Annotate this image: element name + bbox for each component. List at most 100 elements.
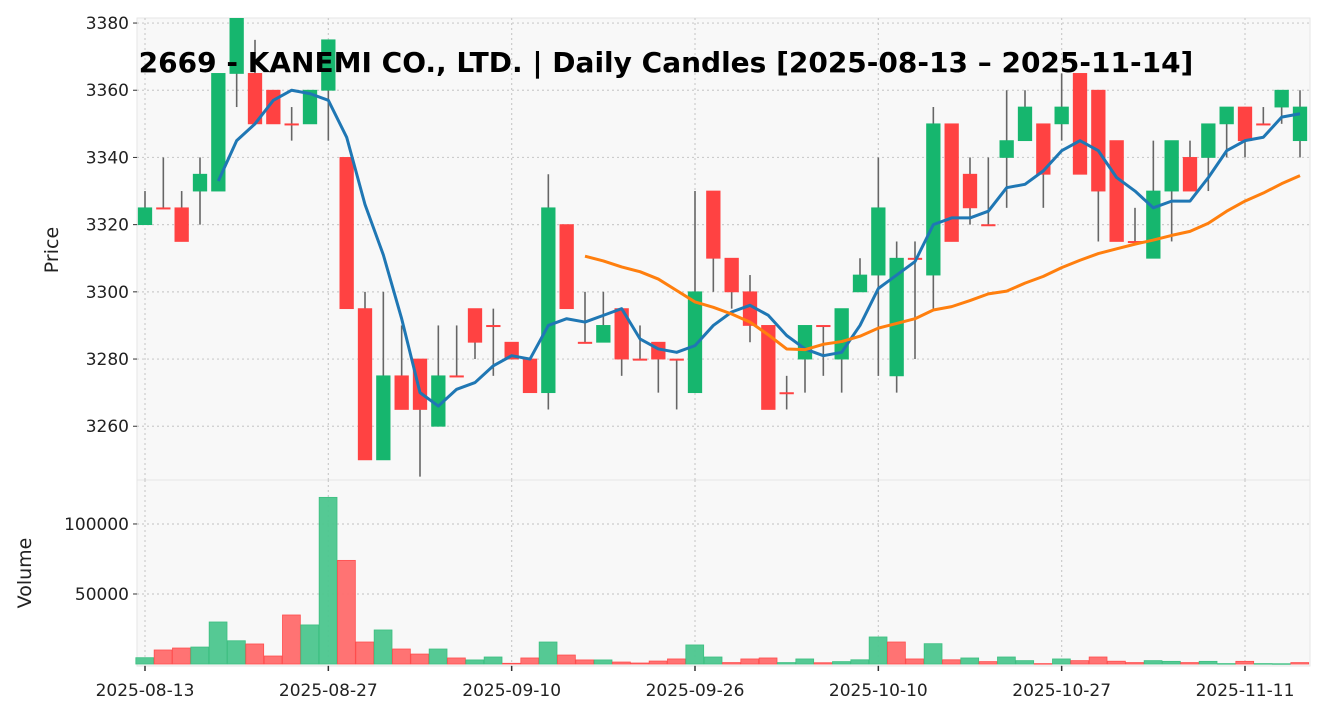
ma5-line xyxy=(216,88,1301,408)
volume-bar xyxy=(1180,662,1200,665)
volume-bar xyxy=(1033,663,1053,665)
volume-bar xyxy=(942,659,961,665)
candle-body xyxy=(394,375,409,410)
volume-bar xyxy=(1198,660,1218,665)
volume-bar xyxy=(263,655,283,665)
candle-body xyxy=(889,257,904,377)
volume-bar xyxy=(887,641,906,665)
axis-ticks: 3260 3280 3300 3320 3340 3360 3380 50000 100000 2… xyxy=(64,14,1294,701)
candle-body xyxy=(1182,157,1198,192)
candle-body xyxy=(999,140,1014,158)
candle-body xyxy=(1146,190,1161,259)
volume-bar xyxy=(208,621,228,665)
candle-body xyxy=(724,257,739,293)
candle-body xyxy=(357,308,373,461)
volume-bar xyxy=(1253,663,1273,665)
volume-bar xyxy=(337,559,356,665)
chart-title: 2669 - KANEMI CO., LTD. | Daily Candles … xyxy=(139,46,1194,79)
candle-body xyxy=(412,358,428,410)
volume-bar xyxy=(428,648,448,665)
volume-bar xyxy=(245,643,265,665)
date-tick-label: 2025-08-27 xyxy=(279,681,378,701)
volume-bar xyxy=(392,648,411,665)
date-tick-label: 2025-08-13 xyxy=(96,681,195,701)
volume-bar xyxy=(1143,660,1163,665)
volume-bar xyxy=(318,496,338,665)
volume-bar xyxy=(593,659,613,665)
volume-bar xyxy=(923,643,943,665)
volume-bar xyxy=(153,649,173,665)
volume-bar xyxy=(703,656,723,665)
price-tick-label: 3280 xyxy=(86,350,129,370)
volume-bar xyxy=(758,657,778,665)
volume-bar xyxy=(1052,658,1071,665)
volume-bar xyxy=(667,658,686,665)
candle-body xyxy=(229,18,244,74)
candle-body xyxy=(1164,140,1179,192)
candle-body xyxy=(467,308,483,343)
volume-bar xyxy=(575,659,595,665)
candle-body xyxy=(192,173,208,192)
candle-body xyxy=(596,325,611,343)
candle-body xyxy=(1017,106,1033,142)
volume-bar xyxy=(850,659,870,665)
candle-body xyxy=(816,325,831,328)
candle-body xyxy=(284,123,299,126)
candle-body xyxy=(1237,106,1253,142)
volume-bar xyxy=(1107,660,1126,665)
candle-body xyxy=(1292,106,1308,142)
date-tick-label: 2025-09-10 xyxy=(462,681,561,701)
candle-body xyxy=(687,291,703,394)
volume-bar xyxy=(227,640,246,665)
volume-bar xyxy=(1088,656,1108,665)
volume-bar xyxy=(190,646,210,665)
volume-bar xyxy=(813,662,833,665)
price-panel xyxy=(136,17,1311,481)
candle-body xyxy=(1091,89,1106,192)
candle-body xyxy=(632,358,648,361)
volume-bar xyxy=(282,614,301,665)
candle-body xyxy=(1256,123,1271,126)
candle-body xyxy=(1219,106,1234,125)
volume-bar xyxy=(795,658,815,665)
volume-bar xyxy=(1290,662,1310,665)
moving-averages xyxy=(216,88,1301,408)
price-tick-label: 3360 xyxy=(86,81,129,101)
date-tick-label: 2025-10-10 xyxy=(829,681,928,701)
candle-body xyxy=(174,207,189,242)
candle-body xyxy=(981,224,996,227)
volume-tick-label: 50000 xyxy=(75,585,129,605)
volume-bar xyxy=(685,644,705,665)
volume-bar xyxy=(300,624,320,665)
volume-bar xyxy=(1217,663,1236,665)
candle-body xyxy=(577,341,593,344)
candle-body xyxy=(137,207,153,226)
date-tick-label: 2025-11-11 xyxy=(1196,681,1295,701)
candle-body xyxy=(779,392,794,395)
volume-bar xyxy=(960,657,980,665)
price-tick-label: 3320 xyxy=(86,216,129,236)
volume-bar xyxy=(1070,660,1090,665)
price-tick-label: 3340 xyxy=(86,148,129,168)
candle-body xyxy=(1274,89,1289,108)
candle-body xyxy=(1054,106,1069,125)
volume-tick-label: 100000 xyxy=(64,515,129,535)
date-tick-label: 2025-09-26 xyxy=(646,681,745,701)
volume-bar xyxy=(777,662,796,665)
volume-bar xyxy=(868,636,888,665)
candle-body xyxy=(522,358,538,394)
candle-body xyxy=(156,207,171,210)
candle-body xyxy=(559,224,574,310)
candles xyxy=(137,18,1308,477)
price-tick-label: 3300 xyxy=(86,283,129,303)
candle-body xyxy=(321,39,336,91)
candle-body xyxy=(1109,140,1124,242)
volume-bar xyxy=(1162,660,1181,665)
date-tick-label: 2025-10-27 xyxy=(1012,681,1111,701)
volume-bar xyxy=(612,661,631,665)
candle-body xyxy=(962,173,978,209)
volume-bar xyxy=(648,660,668,665)
candle-body xyxy=(1201,123,1216,158)
volume-bar xyxy=(1272,663,1291,665)
